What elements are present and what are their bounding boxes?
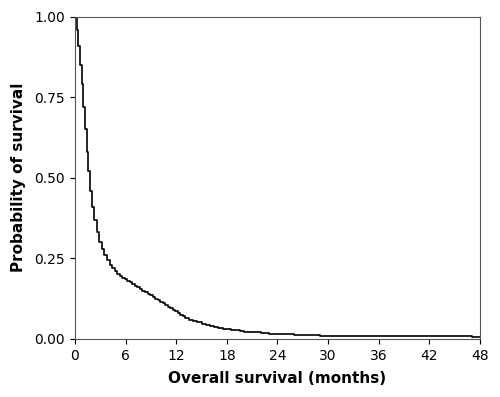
X-axis label: Overall survival (months): Overall survival (months) (168, 371, 386, 386)
Y-axis label: Probability of survival: Probability of survival (11, 83, 26, 272)
